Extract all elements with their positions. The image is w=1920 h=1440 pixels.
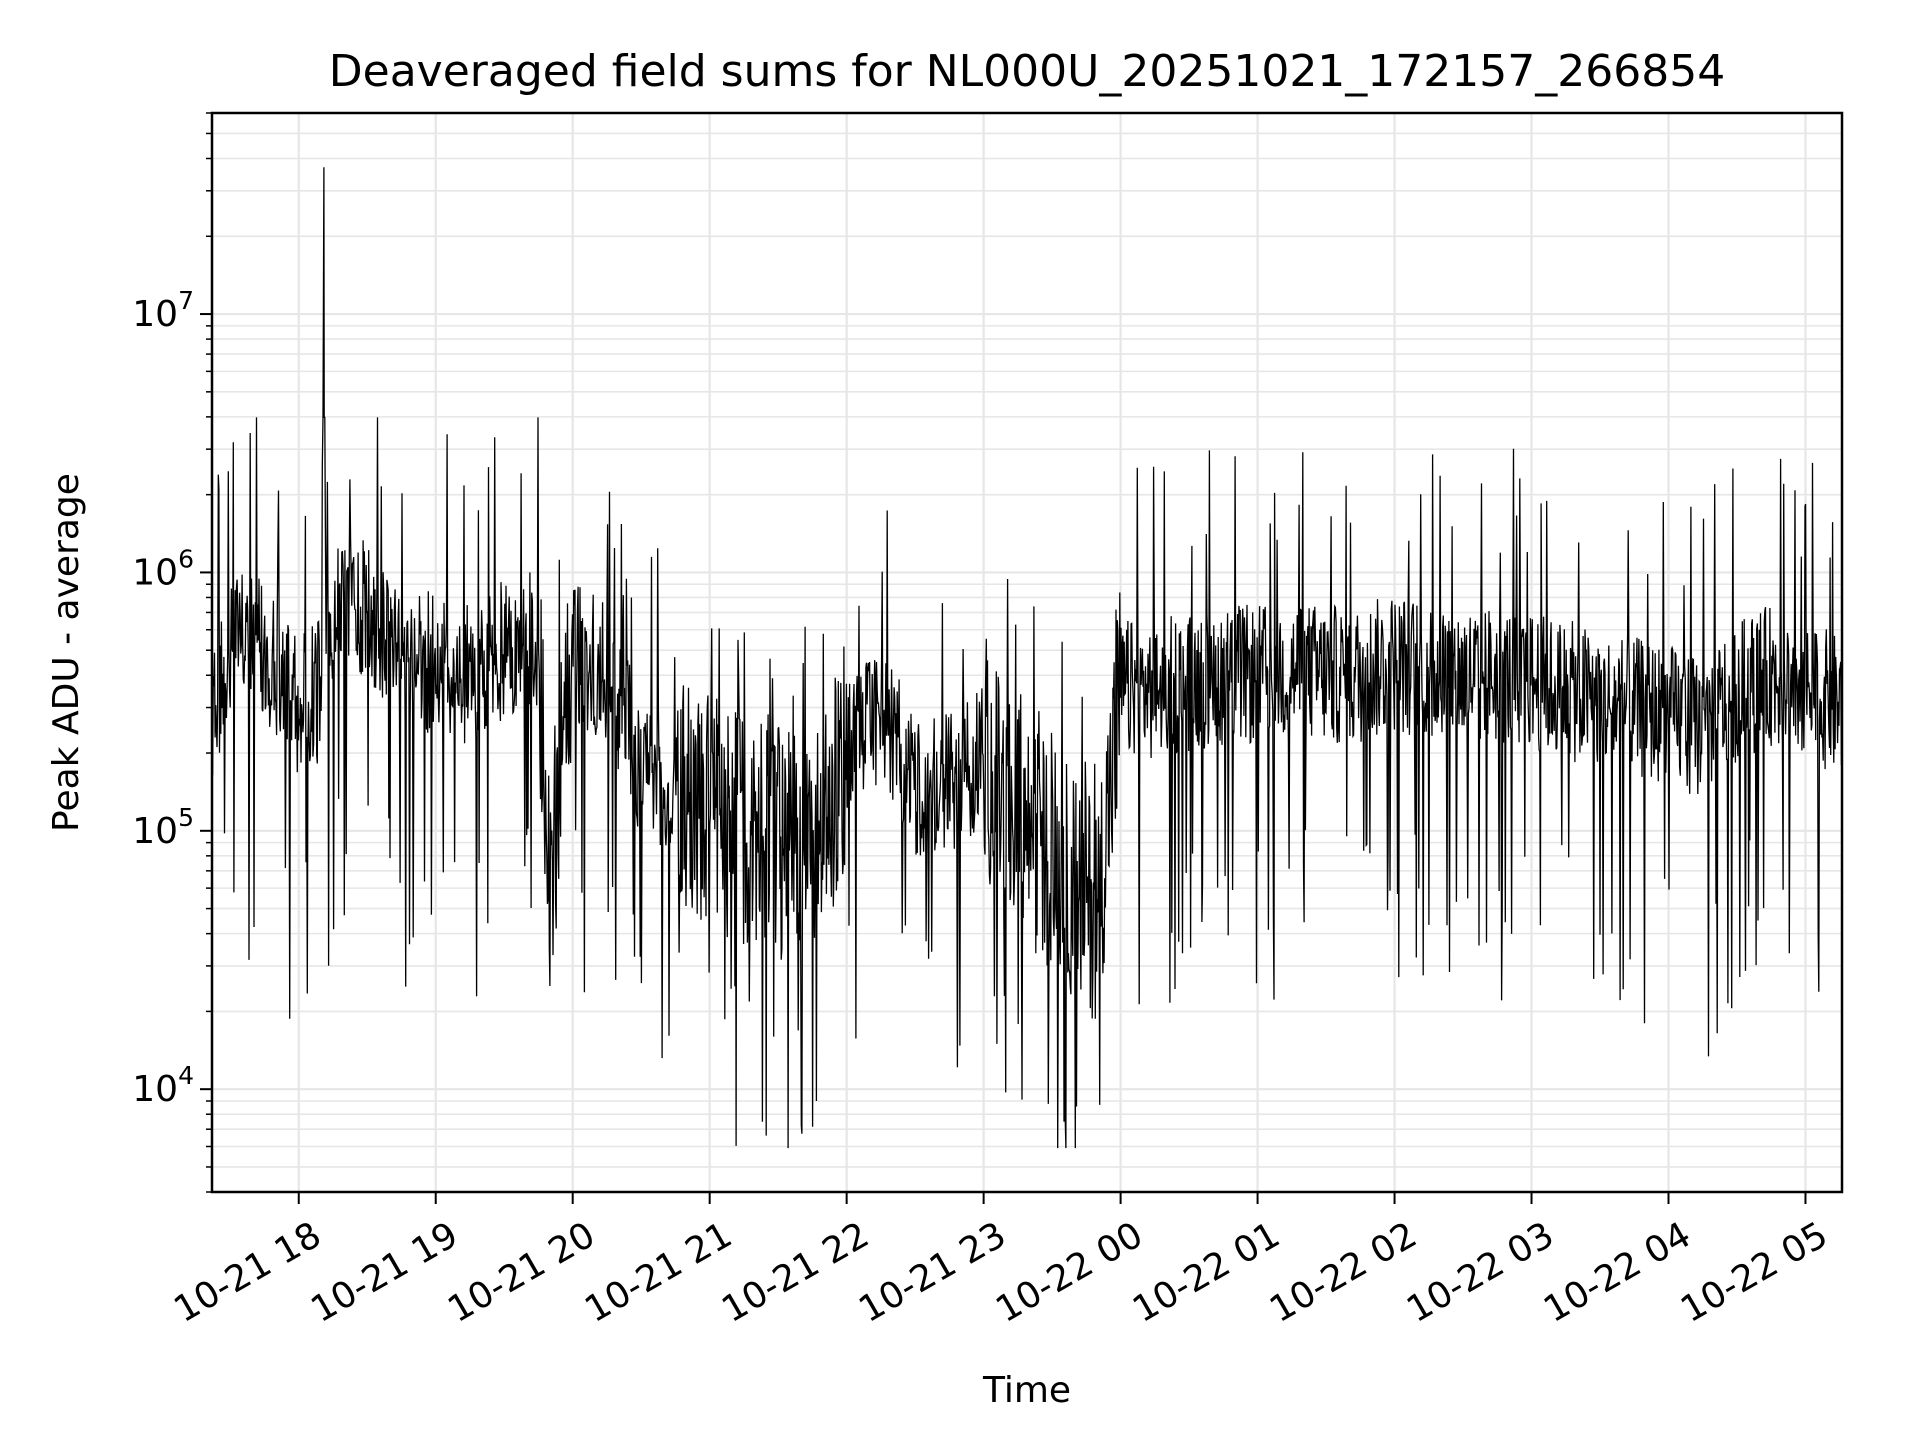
y-axis: 104 105 106 107 [132, 112, 212, 1193]
plot-area [212, 167, 1842, 1149]
y-tick-label: 104 [132, 1061, 194, 1110]
series-line [212, 167, 1842, 1149]
x-axis-label: Time [982, 1370, 1071, 1411]
y-tick-label: 107 [132, 286, 194, 335]
y-tick-label: 106 [132, 544, 194, 593]
y-axis-label: Peak ADU - average [46, 473, 87, 832]
plot-frame [210, 111, 1844, 1194]
y-tick-label: 105 [132, 803, 194, 852]
chart-title: Deaveraged field sums for NL000U_2025102… [329, 46, 1725, 97]
